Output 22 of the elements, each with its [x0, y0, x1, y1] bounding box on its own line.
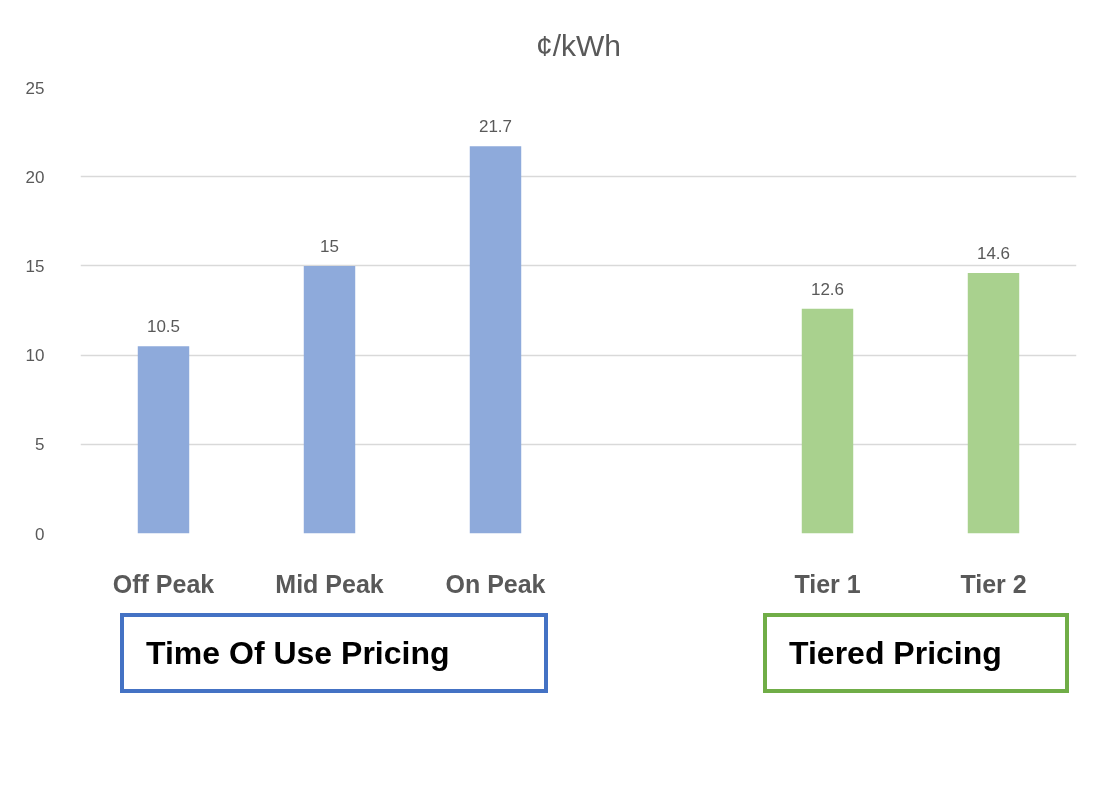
bar	[801, 308, 854, 534]
bar	[303, 265, 356, 534]
y-tick-label: 25	[25, 78, 45, 98]
y-tick-label: 15	[25, 256, 45, 276]
y-tick-label: 5	[35, 435, 45, 455]
data-label: 21.7	[478, 117, 513, 137]
y-tick-label: 10	[25, 346, 45, 366]
y-tick-label: 20	[25, 167, 45, 187]
data-label: 12.6	[810, 279, 845, 299]
data-label: 15	[320, 236, 339, 256]
bar	[469, 146, 522, 534]
x-tick-label: Off Peak	[112, 569, 215, 598]
data-label: 14.6	[976, 244, 1011, 264]
y-tick-label: 0	[35, 524, 45, 544]
x-tick-label: Tier 2	[960, 569, 1027, 598]
data-label: 10.5	[146, 317, 181, 337]
bar	[137, 346, 190, 534]
bar	[967, 273, 1020, 534]
x-tick-label: Mid Peak	[275, 569, 384, 598]
chart-title: ¢/kWh	[535, 28, 622, 62]
x-tick-label: Tier 1	[794, 569, 861, 598]
x-tick-label: On Peak	[445, 569, 546, 598]
